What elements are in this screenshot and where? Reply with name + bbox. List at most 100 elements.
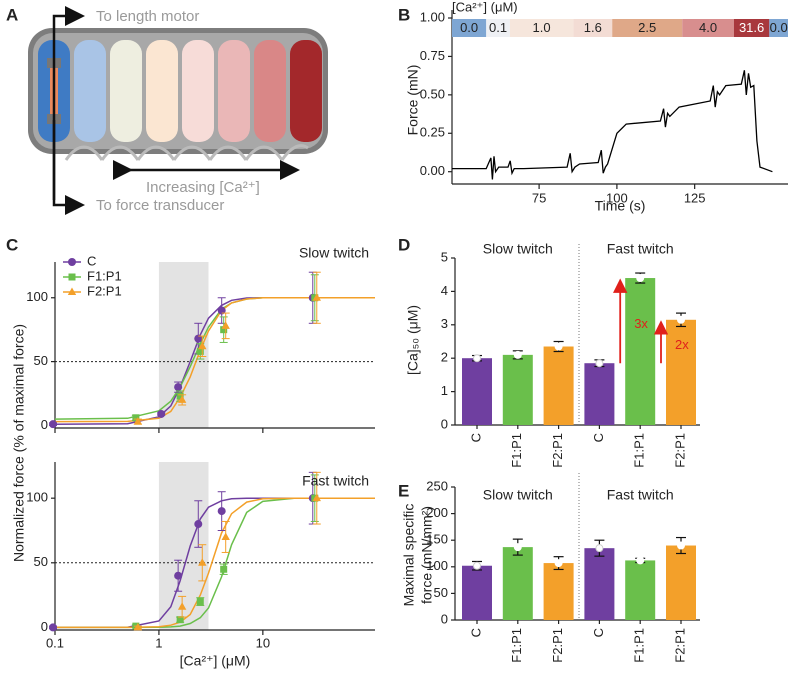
fit-curve — [55, 497, 375, 629]
bar-point — [636, 556, 645, 565]
y-axis-label: Force (mN) — [405, 65, 421, 136]
well — [218, 40, 250, 142]
fit-curve — [55, 497, 375, 629]
bar-point — [554, 342, 563, 351]
marker — [312, 493, 321, 502]
bar — [584, 363, 615, 425]
ca-label: 4.0 — [699, 20, 717, 35]
well — [74, 40, 106, 142]
bar-point — [636, 274, 645, 283]
bar — [666, 319, 696, 425]
well — [110, 40, 142, 142]
bar-point — [473, 354, 481, 363]
legend-label: C — [87, 253, 96, 268]
panel-letter: B — [398, 5, 410, 24]
x-axis-label: [Ca²⁺] (μM) — [180, 653, 251, 669]
bar — [502, 354, 533, 425]
bar — [666, 545, 696, 620]
marker — [132, 414, 140, 422]
marker — [133, 622, 143, 631]
fit-curve — [54, 297, 375, 423]
ca-label: 2.5 — [638, 20, 656, 35]
marker — [217, 306, 226, 315]
y-tick-label: 0 — [41, 417, 48, 432]
ca-label: 0.0 — [460, 20, 478, 35]
marker — [49, 420, 57, 429]
y-tick-label: 2 — [441, 350, 448, 365]
panel-letter: C — [6, 235, 18, 254]
diagram-label: To length motor — [96, 8, 199, 25]
y-tick-label: 150 — [426, 532, 448, 547]
marker — [217, 507, 226, 516]
bar — [543, 563, 574, 620]
x-tick-label: 10 — [256, 635, 270, 650]
x-tick-label: C — [591, 628, 606, 637]
x-tick-label: 1 — [155, 635, 162, 650]
annotation: 2x — [675, 337, 689, 352]
group-title: Fast twitch — [607, 487, 674, 503]
annotation: 3x — [634, 316, 648, 331]
y-tick-label: 50 — [34, 353, 48, 368]
marker — [220, 565, 228, 573]
x-tick-label: F1:P1 — [509, 433, 524, 468]
ca-label: 1.6 — [584, 20, 602, 35]
well — [146, 40, 178, 142]
bar — [462, 358, 492, 425]
bar-point — [677, 315, 685, 324]
marker — [177, 602, 187, 610]
diagram-label: Increasing [Ca²⁺] — [146, 179, 260, 196]
y-axis-label: Normalized force (% of maximal force) — [11, 324, 27, 562]
x-tick-label: C — [591, 433, 606, 442]
marker — [176, 616, 184, 624]
y-axis-label: [Ca]₅₀ (μM) — [405, 305, 421, 375]
marker — [194, 520, 203, 529]
y-tick-label: 4 — [441, 283, 448, 298]
x-tick-label: F1:P1 — [509, 628, 524, 663]
panel-letter: D — [398, 235, 410, 254]
x-tick-label: F2:P1 — [550, 433, 565, 468]
panel-letter: E — [398, 481, 409, 500]
bar — [543, 346, 574, 425]
ca-segment — [452, 19, 487, 37]
y-tick-label: 50 — [34, 554, 48, 569]
group-title: Fast twitch — [607, 241, 674, 257]
y-tick-label: 5 — [441, 249, 448, 264]
x-tick-label: 100 — [606, 190, 628, 205]
legend-label: F1:P1 — [87, 268, 122, 283]
bar — [625, 560, 656, 620]
x-tick-label: C — [468, 433, 483, 442]
ca-label: 1.0 — [533, 20, 551, 35]
ca-segment — [733, 19, 770, 37]
bar-point — [554, 559, 563, 568]
transducer-arrow — [52, 120, 85, 215]
fit-curve — [54, 297, 375, 425]
bar — [502, 547, 533, 620]
bar-point — [595, 359, 604, 368]
x-tick-label: 0.1 — [46, 635, 64, 650]
ca-label: 31.6 — [739, 20, 764, 35]
y-tick-label: 0.25 — [420, 125, 445, 140]
y-tick-label: 3 — [441, 316, 448, 331]
bar-point — [513, 543, 522, 552]
chamber-diagram: A To length motor Increasing [Ca²⁺] To f… — [6, 5, 328, 215]
well — [182, 40, 214, 142]
x-tick-label: 75 — [532, 190, 546, 205]
bar-point — [595, 544, 604, 553]
y-tick-label: 1 — [441, 383, 448, 398]
ca-segment — [769, 19, 788, 37]
well — [290, 40, 322, 142]
marker — [49, 623, 57, 632]
y-tick-label: 0.50 — [420, 86, 445, 101]
bar-point — [473, 561, 481, 570]
legend-marker — [68, 258, 76, 266]
ca-segment — [682, 19, 734, 37]
x-tick-label: F2:P1 — [672, 433, 687, 468]
group-title: Slow twitch — [483, 487, 553, 503]
ca-label: 0.0 — [770, 20, 788, 35]
bar — [625, 278, 656, 425]
marker — [176, 392, 184, 400]
subplot-title: Slow twitch — [299, 245, 369, 261]
y-tick-label: 0.00 — [420, 163, 445, 178]
marker — [157, 409, 166, 418]
marker — [196, 347, 204, 355]
